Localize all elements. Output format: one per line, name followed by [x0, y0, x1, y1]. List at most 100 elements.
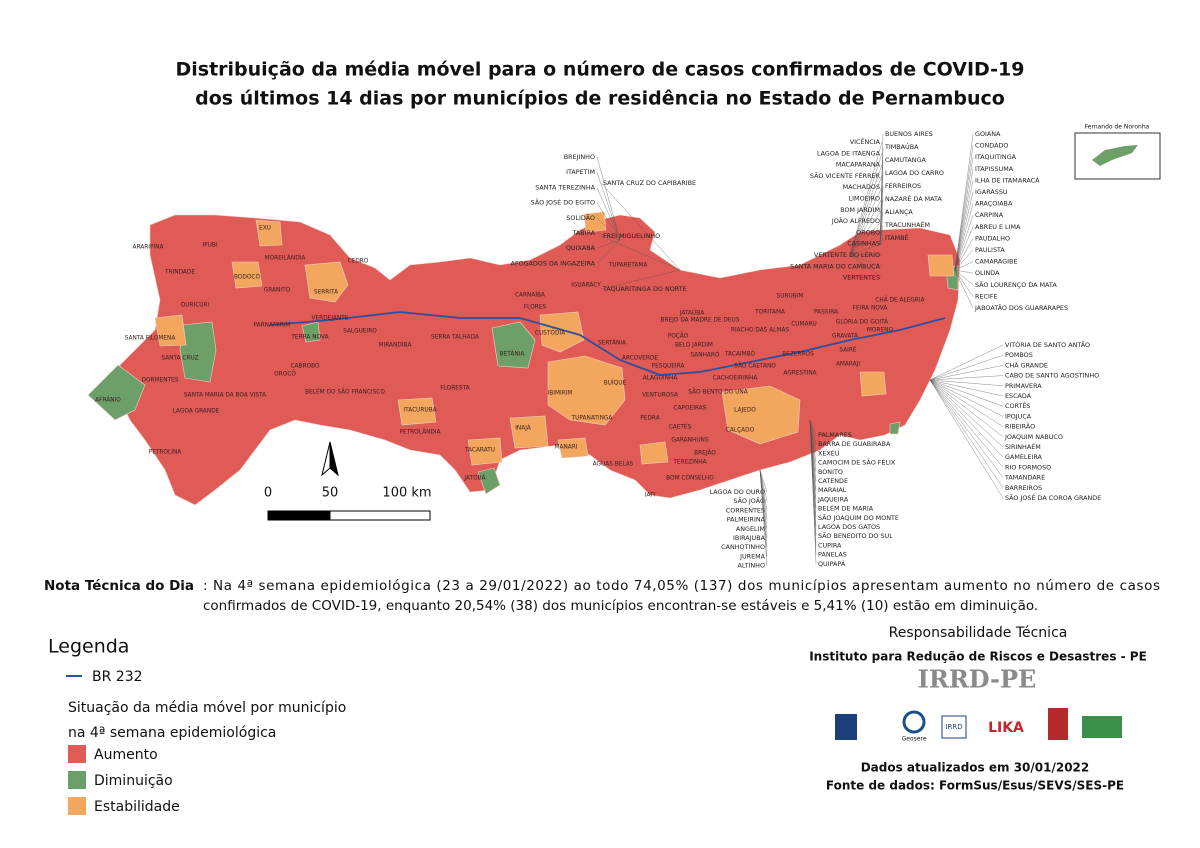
municipality-label: MIRANDIBA: [379, 343, 412, 349]
region-decrease: [179, 321, 217, 383]
municipality-label: TEREZINHA: [672, 460, 706, 466]
leader-line: [596, 202, 621, 241]
leader-line: [954, 133, 974, 271]
logo: [835, 714, 857, 740]
callout-label: ITAPETIM: [566, 168, 595, 176]
municipality-label: FEIRA NOVA: [853, 306, 888, 312]
municipality-label: POÇÃO: [668, 333, 689, 340]
callout-label: TAMANDARÉ: [1004, 473, 1045, 482]
municipality-label: AFRÂNIO: [95, 397, 121, 404]
leader-line: [759, 469, 768, 493]
municipality-label: GRANITO: [264, 288, 291, 294]
municipality-label: SANTA FILOMENA: [125, 336, 176, 342]
municipality-label: BELO JARDIM: [675, 343, 713, 349]
callout-label: JOAQUIM NABUCO: [1004, 433, 1063, 441]
callout-label: BONITO: [818, 468, 843, 476]
region-stable: [539, 311, 585, 353]
callout-label: OROBÓ: [856, 227, 880, 236]
callout-label: ILHA DE ITAMARACÁ: [975, 175, 1040, 184]
north-arrow: [329, 441, 339, 477]
municipality-label: IGUARACY: [571, 283, 601, 289]
municipality-label: CAETÉS: [669, 423, 692, 431]
region-stable: [583, 211, 607, 233]
municipality-label: SERRITA: [314, 290, 338, 296]
callout-label: NAZARÉ DA MATA: [885, 194, 942, 203]
callout-label: CABO DE SANTO AGOSTINHO: [1005, 372, 1099, 380]
callout-label: ITAMBÉ: [885, 233, 909, 242]
callout-label: CORTÊS: [1005, 401, 1030, 410]
callout-label: GAMELEIRA: [1005, 453, 1043, 461]
region-stable: [557, 437, 589, 459]
region-stable: [154, 314, 187, 347]
callout-label: JABOATÃO DOS GUARARAPES: [974, 303, 1068, 312]
municipality-label: CEDRO: [348, 259, 369, 265]
scale-bar: [329, 510, 431, 521]
callout-label: BOM JARDIM: [840, 206, 880, 214]
region-decrease: [491, 321, 536, 369]
callout-label: SÃO JOAQUIM DO MONTE: [818, 513, 899, 522]
callout-label: CONDADO: [975, 142, 1008, 150]
leader-line: [929, 379, 1004, 478]
callout-label: ITAQUITINGA: [975, 153, 1017, 161]
callout-label: BELÉM DE MARIA: [818, 504, 874, 513]
callout-label: IBIRAJUBA: [733, 534, 766, 542]
region-stable: [721, 385, 801, 445]
municipality-label: CABROBÓ: [290, 363, 319, 370]
municipality-label: JATAÚBA: [679, 310, 704, 317]
legend-label: Diminuição: [94, 773, 173, 789]
callout-label: CUPIRA: [818, 541, 842, 549]
municipality-label: BREJO DA MADRE DE DEUS: [661, 318, 740, 324]
municipality-label: CUSTÓDIA: [535, 330, 565, 337]
callout-label: CAMARAGIBE: [975, 258, 1017, 266]
callout-label: MACHADOS: [843, 183, 880, 191]
island: [1092, 145, 1138, 166]
callout-label: JOÃO ALFREDO: [831, 216, 880, 225]
callout-label: VITÓRIA DE SANTO ANTÃO: [1005, 340, 1090, 349]
region-stable: [397, 397, 437, 426]
municipality-label: CALÇADO: [726, 428, 755, 434]
callout-label: ABREU E LIMA: [975, 223, 1021, 231]
municipality-label: SANTA MARIA DA BOA VISTA: [184, 393, 266, 399]
municipality-label: TORITAMA: [754, 310, 785, 316]
credits-updated: Dados atualizados em 30/01/2022: [861, 761, 1090, 775]
note-text: : Na 4ª semana epidemiológica (23 a 29/0…: [203, 578, 1160, 594]
municipality-label: GARANHUNS: [671, 438, 708, 444]
leader-line: [849, 243, 883, 256]
callout-label: RIO FORMOSO: [1005, 463, 1051, 471]
region-stable: [927, 254, 955, 277]
legend-label: Aumento: [94, 747, 158, 763]
leader-line: [954, 168, 974, 271]
callout-label: ARAÇOIABA: [975, 200, 1013, 208]
leader-line: [849, 254, 883, 278]
leader-line: [596, 172, 621, 241]
callout-label: QUIXABA: [566, 244, 596, 252]
leader-line: [809, 419, 817, 454]
municipality-label: SANTA CRUZ: [161, 356, 198, 362]
leader-line: [954, 215, 974, 271]
callout-label: SÃO LOURENÇO DA MATA: [975, 280, 1057, 289]
logo-text: IRRD: [945, 723, 962, 731]
callout-label: SOLIDÃO: [566, 213, 595, 222]
municipality-label: FLORES: [524, 305, 547, 311]
callout-label: SÃO BENEDITO DO SUL: [818, 531, 893, 540]
region-stable: [255, 219, 283, 247]
region-decrease: [477, 467, 501, 495]
municipality-label: BETÂNIA: [500, 351, 525, 358]
legend-swatch: [68, 797, 86, 815]
callout-label: SANTA MARIA DO CAMBUCÁ: [790, 261, 881, 270]
road-br232: [269, 311, 946, 376]
callout-label: ITAPISSUMA: [975, 165, 1014, 173]
callout-label: VERTENTE DO LÉRIO: [814, 250, 880, 259]
municipality-label: ALAGOINHA: [643, 376, 678, 382]
municipality-label: CAPOEIRAS: [674, 406, 707, 412]
callout-label: CAMOCIM DE SÃO FÉLIX: [818, 458, 896, 467]
callout-label: SANTA CRUZ DO CAPIBARIBE: [603, 179, 696, 187]
callout-label: CAMUTANGA: [885, 156, 927, 164]
callout-label: XEXÉU: [818, 448, 840, 457]
callout-label: BUENOS AIRES: [885, 130, 933, 138]
municipality-label: MANARI: [554, 445, 577, 451]
municipality-label: INAJÁ: [515, 425, 531, 432]
leader-line: [929, 379, 1004, 407]
municipality-label: OROCÓ: [274, 371, 296, 378]
leader-line: [954, 269, 974, 274]
